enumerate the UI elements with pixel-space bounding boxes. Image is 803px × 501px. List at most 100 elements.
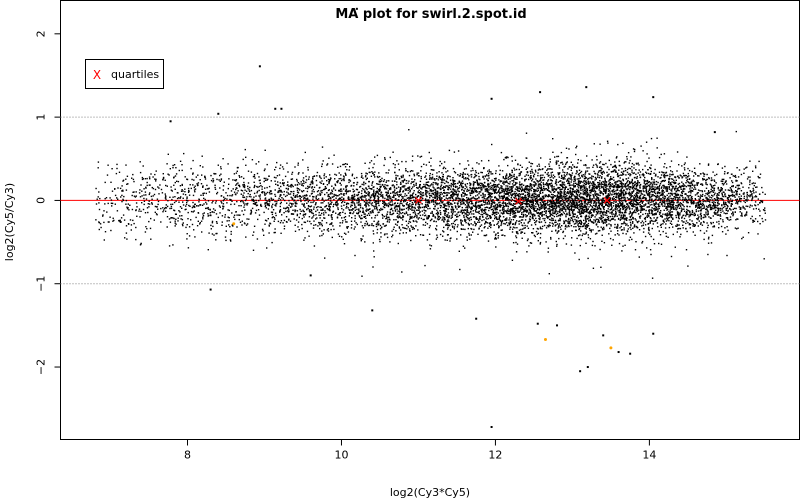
point xyxy=(568,173,570,175)
point xyxy=(356,176,358,179)
point xyxy=(596,199,598,202)
point xyxy=(586,155,588,157)
point xyxy=(567,222,569,224)
point xyxy=(471,201,473,203)
point xyxy=(181,169,183,172)
point xyxy=(529,215,531,218)
point xyxy=(390,208,393,210)
point xyxy=(605,192,607,194)
point xyxy=(475,223,477,226)
point xyxy=(572,221,575,223)
point xyxy=(184,194,187,196)
point xyxy=(622,178,624,181)
point xyxy=(652,195,654,197)
point xyxy=(681,181,683,183)
point xyxy=(459,163,461,165)
point xyxy=(558,214,560,216)
point xyxy=(551,219,553,222)
point xyxy=(460,193,463,196)
point xyxy=(369,199,371,201)
point xyxy=(308,235,310,237)
point xyxy=(580,203,582,205)
point xyxy=(751,198,753,200)
point xyxy=(558,176,560,178)
point xyxy=(676,200,679,202)
point xyxy=(337,199,339,201)
point xyxy=(518,193,520,195)
point xyxy=(649,166,651,169)
point xyxy=(556,245,558,247)
point xyxy=(350,197,352,199)
point xyxy=(423,209,425,211)
point xyxy=(561,195,563,197)
point xyxy=(505,185,507,187)
point xyxy=(586,167,588,169)
point xyxy=(539,191,541,193)
point xyxy=(614,207,616,210)
point xyxy=(617,143,619,146)
point xyxy=(579,221,581,224)
point xyxy=(419,214,422,217)
point xyxy=(434,178,436,180)
point xyxy=(241,200,243,202)
point xyxy=(657,192,659,195)
point xyxy=(676,193,678,195)
point xyxy=(462,175,464,177)
point xyxy=(271,206,273,209)
point xyxy=(405,180,408,182)
point xyxy=(690,203,693,205)
point xyxy=(180,218,182,220)
point xyxy=(190,167,192,170)
point xyxy=(506,217,508,219)
point xyxy=(515,192,518,195)
point xyxy=(572,198,574,200)
point xyxy=(680,210,683,212)
point xyxy=(496,218,498,220)
point xyxy=(448,201,450,203)
point xyxy=(589,182,591,185)
point xyxy=(651,184,653,186)
point xyxy=(732,195,734,197)
point xyxy=(514,159,517,161)
point xyxy=(148,203,151,205)
point xyxy=(587,178,589,180)
point xyxy=(654,188,657,190)
point xyxy=(689,194,692,197)
point xyxy=(423,206,425,208)
point xyxy=(418,207,420,209)
point xyxy=(374,195,376,198)
point xyxy=(415,204,417,206)
point xyxy=(488,209,490,212)
point xyxy=(627,198,630,201)
point xyxy=(481,196,483,199)
point xyxy=(466,208,468,211)
point xyxy=(515,236,518,239)
point xyxy=(644,220,647,223)
point xyxy=(449,229,452,231)
point xyxy=(618,197,620,199)
point xyxy=(567,225,570,227)
point xyxy=(504,188,507,191)
point xyxy=(528,193,531,195)
point xyxy=(680,207,683,209)
point xyxy=(470,174,472,176)
point xyxy=(411,201,414,204)
point xyxy=(409,196,412,198)
point xyxy=(717,211,719,213)
point xyxy=(402,197,404,199)
point xyxy=(334,183,336,185)
point xyxy=(415,235,417,237)
point xyxy=(458,180,460,182)
point xyxy=(245,198,247,200)
point xyxy=(383,234,386,236)
point xyxy=(334,178,336,180)
point xyxy=(631,191,633,193)
point xyxy=(530,189,532,192)
point xyxy=(505,187,507,189)
point xyxy=(608,173,610,175)
point xyxy=(735,180,737,182)
point xyxy=(398,226,400,228)
point xyxy=(316,217,318,219)
point xyxy=(584,233,586,235)
point xyxy=(706,173,708,176)
